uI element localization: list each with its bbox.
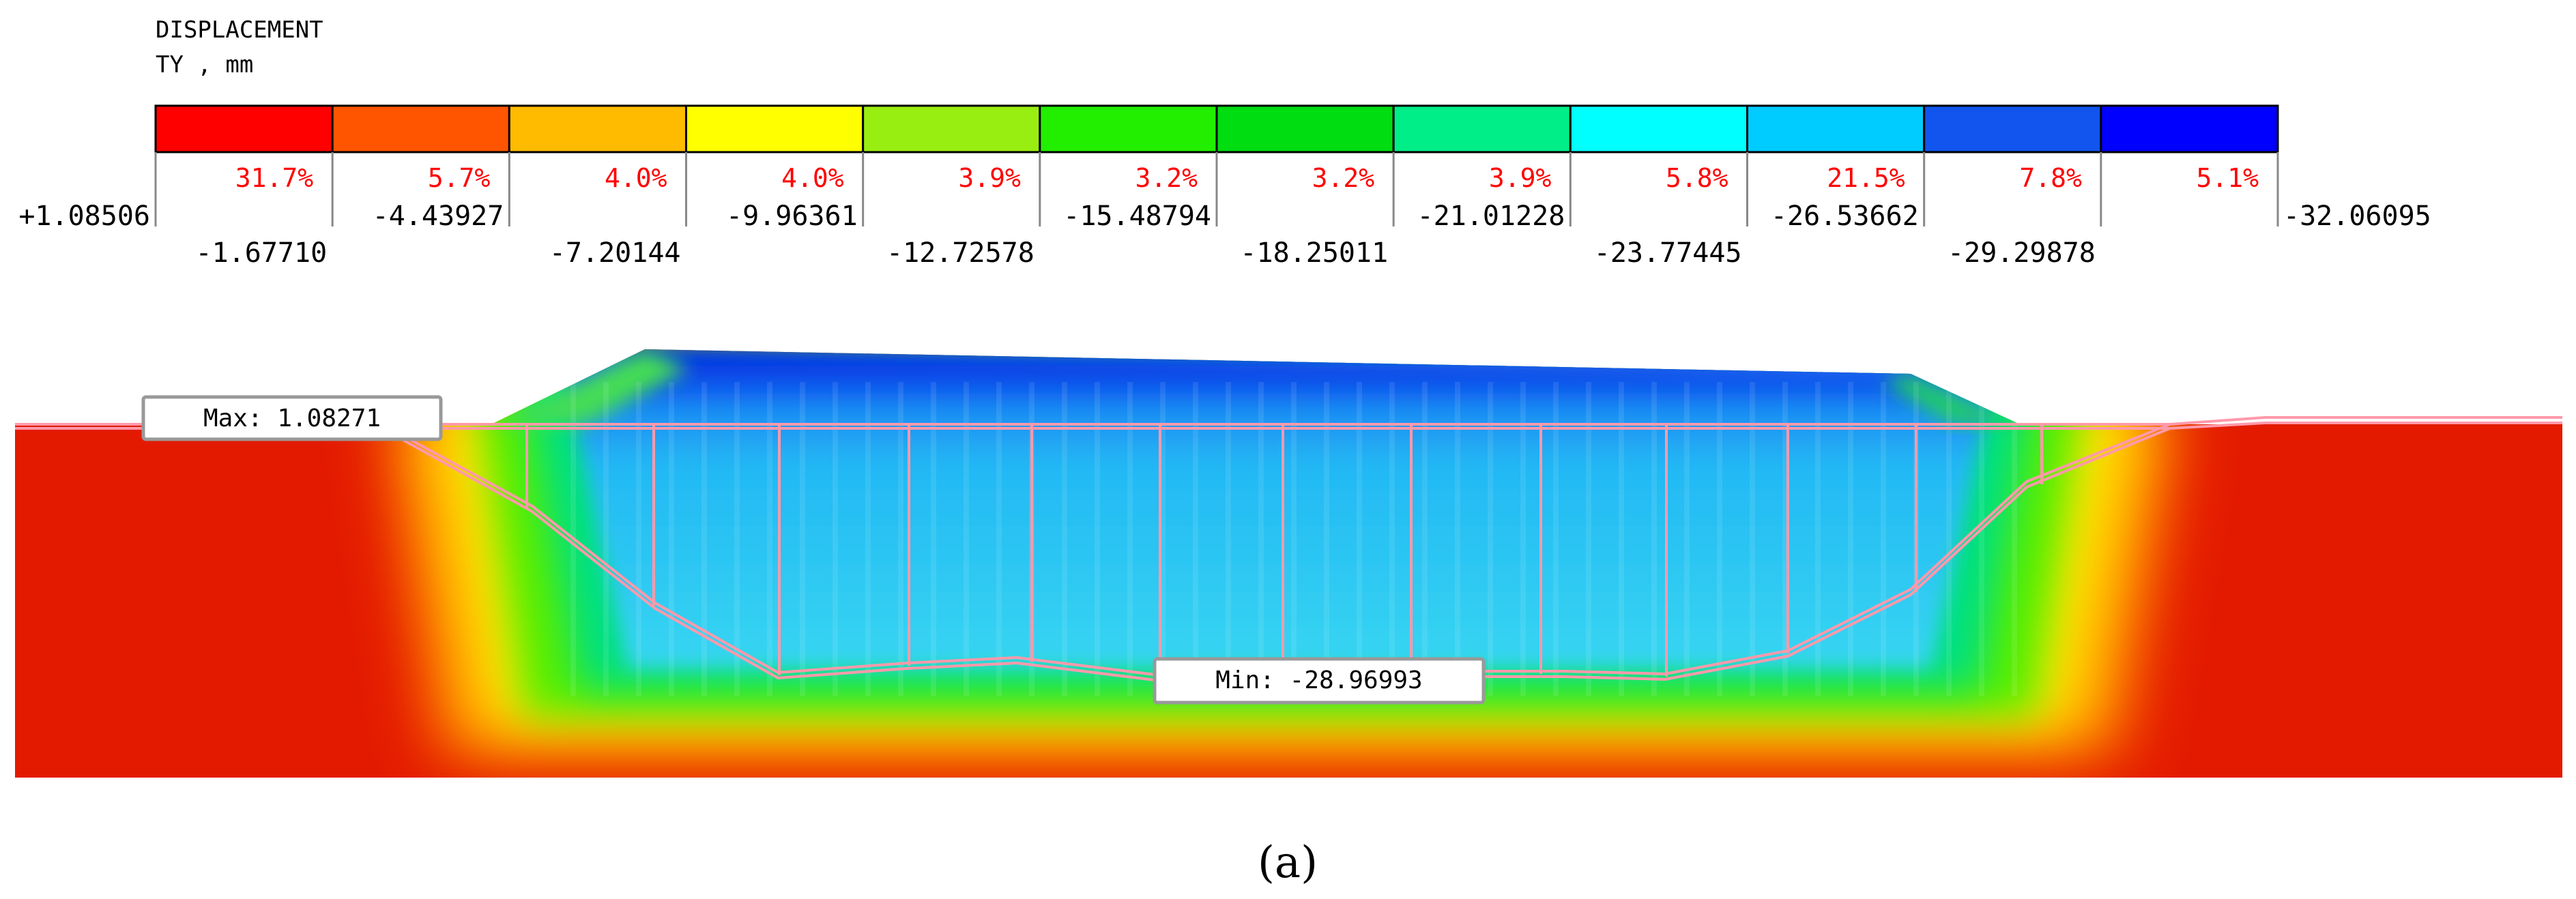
legend-tick-label-1: +1.08506 [18,201,150,232]
legend-percent-7: 3.2% [1312,163,1375,193]
legend-swatch-4 [685,104,865,153]
legend-swatch-7 [1215,104,1395,153]
legend-unit: TY , mm [156,51,253,78]
legend-tick-label-10: -23.77445 [1594,237,1742,269]
legend-swatch-2 [331,104,510,153]
legend-tick-label-8: -18.25011 [1240,237,1388,269]
legend-percent-5: 3.9% [958,163,1021,193]
legend-tick-label-3: -4.43927 [373,201,504,232]
legend-swatch-3 [508,104,687,153]
legend-percent-2: 5.7% [428,163,491,193]
min-label: Min: -28.96993 [1215,666,1422,694]
legend-tick-label-13: -32.06095 [2283,201,2431,232]
legend-percent-3: 4.0% [605,163,667,193]
legend-swatch-11 [1923,104,2102,153]
legend-tick-label-11: -26.53662 [1771,201,1919,232]
legend-swatch-9 [1569,104,1748,153]
legend-tick-label-4: -7.20144 [549,237,681,269]
legend-tick-label-9: -21.01228 [1417,201,1565,232]
max-label: Max: 1.08271 [203,404,381,432]
legend-swatch-5 [862,104,1041,153]
legend-percent-8: 3.9% [1489,163,1552,193]
legend-swatch-10 [1746,104,1926,153]
color-legend: 31.7% 5.7% 4.0% 4.0% 3.9% 3.2% 3.2% 3.9% 5.8% 21.… [18,104,2431,269]
legend-tick-label-2: -1.67710 [196,237,328,269]
legend-percent-11: 7.8% [2019,163,2082,193]
legend-percent-9: 5.8% [1666,163,1728,193]
legend-swatch-1 [154,104,334,153]
legend-percent-1: 31.7% [235,163,314,193]
mesh-lines [15,416,2562,683]
contour-field [15,349,2562,778]
max-callout: Max: 1.08271 [141,395,443,441]
legend-percent-6: 3.2% [1135,163,1198,193]
legend-swatch-8 [1392,104,1572,153]
legend-percent-12: 5.1% [2196,163,2259,193]
legend-swatch-12 [2100,104,2279,153]
legend-swatch-6 [1039,104,1218,153]
legend-tick-label-5: -9.96361 [726,201,858,232]
legend-tick-label-6: -12.72578 [886,237,1034,269]
legend-percent-10: 21.5% [1827,163,1905,193]
figure-caption: (a) [1258,838,1318,888]
min-callout: Min: -28.96993 [1153,657,1486,705]
legend-tick-label-12: -29.29878 [1948,237,2096,269]
legend-tick-label-7: -15.48794 [1063,201,1211,232]
legend-title: DISPLACEMENT [156,16,323,44]
legend-percent-4: 4.0% [781,163,844,193]
